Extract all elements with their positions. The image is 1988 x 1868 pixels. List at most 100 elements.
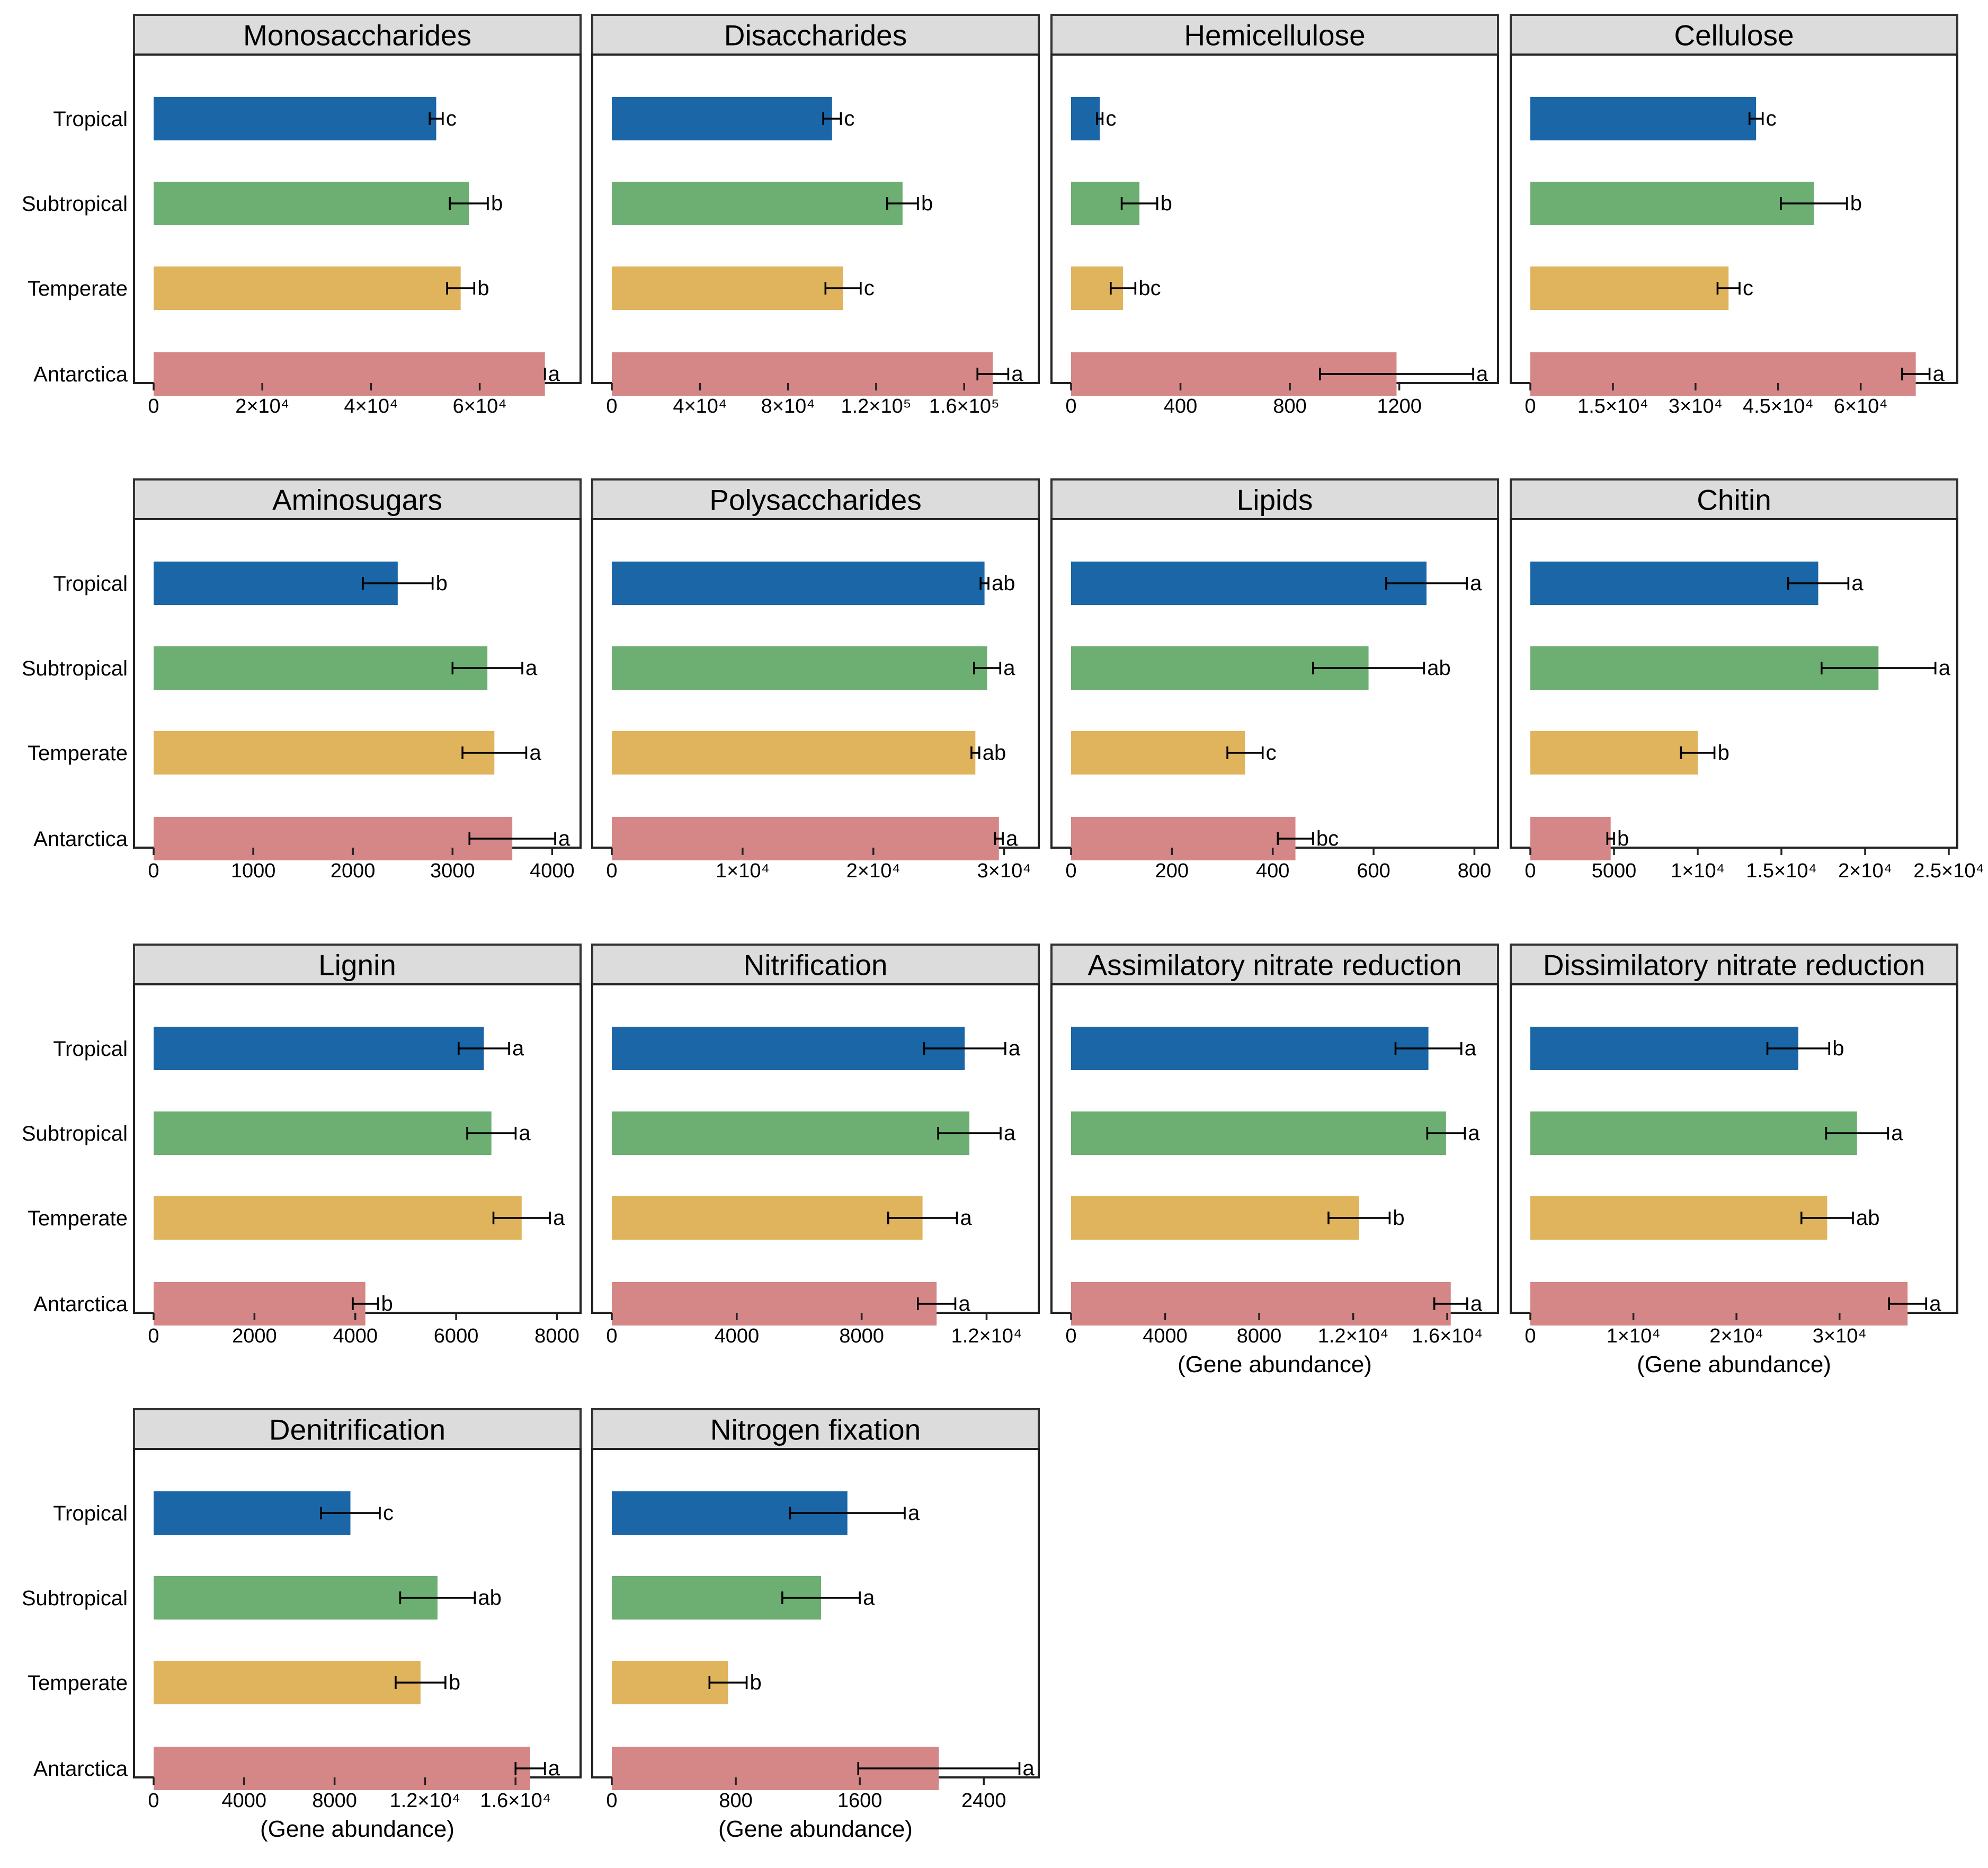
x-tick-label: 4000 [530,860,575,882]
bar-antarctica [1530,1282,1908,1326]
x-tick-label: 1×10⁴ [1607,1325,1661,1347]
bar-antarctica [612,352,993,396]
y-tick-label: Temperate [28,277,128,300]
x-tick-label: 0 [1065,1325,1076,1347]
significance-letter: a [529,741,541,764]
bar-tropical [612,97,832,140]
x-axis-label: (Gene abundance) [1637,1351,1831,1377]
bar-tropical [1530,97,1757,140]
panel-title: Nitrification [743,949,887,982]
x-tick-label: 6×10⁴ [453,395,507,417]
significance-letter: a [548,362,560,386]
significance-letter: a [1470,572,1482,595]
bar-subtropical [1071,1111,1446,1155]
significance-letter: a [1933,362,1945,386]
panel-title: Assimilatory nitrate reduction [1087,949,1461,982]
x-tick-label: 0 [606,1325,617,1347]
bar-antarctica [1071,1282,1451,1326]
bar-tropical [1530,1027,1798,1070]
x-tick-label: 2×10⁴ [1838,860,1892,882]
significance-letter: a [959,1292,971,1315]
significance-letter: b [1617,827,1629,850]
x-tick-label: 3000 [430,860,475,882]
significance-letter: c [864,277,875,300]
y-tick-label: Temperate [28,1207,128,1230]
x-tick-label: 3×10⁴ [977,860,1031,882]
bar-temperate [1530,1196,1827,1240]
bar-tropical [1071,97,1100,140]
x-tick-label: 0 [1065,860,1076,882]
bar-antarctica [612,817,999,860]
significance-letter: b [1718,741,1730,764]
panel-frame [1510,518,1958,849]
x-tick-label: 0 [606,395,617,417]
significance-letter: a [1929,1292,1941,1315]
y-tick-label: Antarctica [33,828,128,851]
x-tick-label: 1.2×10⁵ [841,395,911,417]
y-tick-label: Temperate [28,1671,128,1695]
significance-letter: c [383,1501,394,1525]
significance-letter: b [921,192,933,215]
y-tick-label: Subtropical [22,1587,128,1610]
x-tick-label: 2×10⁴ [846,860,901,882]
x-tick-label: 1.2×10⁴ [951,1325,1022,1347]
significance-letter: c [1266,741,1277,764]
significance-letter: a [558,827,570,850]
bar-tropical [154,97,436,140]
significance-letter: b [1161,192,1172,215]
bar-temperate [154,1661,421,1704]
x-tick-label: 1×10⁴ [716,860,770,882]
x-tick-label: 0 [148,1790,159,1812]
bar-tropical [154,1027,484,1070]
panel-polysaccharides: Polysaccharides ab a ab a 0 1×10⁴ 2×10⁴ 3×10⁴ [591,478,1040,882]
bar-temperate [154,1196,522,1240]
x-tick-label: 1.2×10⁴ [390,1790,461,1812]
x-tick-label: 0 [1525,860,1536,882]
significance-letter: b [381,1292,393,1315]
bar-antarctica [1071,817,1296,860]
y-tick-label: Tropical [53,1502,128,1525]
panel-hemicellulose: Hemicellulose c b bc a 0 400 800 1200 [1050,14,1499,417]
panel-strip [591,1408,1040,1450]
x-tick-label: 400 [1256,860,1289,882]
x-tick-label: 2×10⁴ [235,395,289,417]
panel-strip [1050,14,1499,56]
significance-letter: a [525,656,538,680]
panel-title: Denitrification [269,1413,445,1446]
significance-letter: b [436,572,448,595]
x-tick-label: 4000 [1143,1325,1188,1347]
x-axis-label: (Gene abundance) [260,1816,454,1842]
x-tick-label: 0 [606,1790,617,1812]
panel-strip [1510,14,1958,56]
x-tick-label: 1200 [1377,395,1422,417]
y-tick-label: Tropical [53,572,128,595]
bar-temperate [154,266,461,310]
panel-strip [591,944,1040,985]
panel-aminosugars: Aminosugars b Tropical a Subtropical a Tempera… [22,478,582,882]
significance-letter: ab [1427,656,1451,680]
significance-letter: a [553,1206,565,1230]
significance-letter: a [960,1206,972,1230]
x-tick-label: 1.6×10⁴ [1412,1325,1483,1347]
x-axis-label: (Gene abundance) [1178,1351,1372,1377]
y-tick-label: Antarctica [33,363,128,386]
bar-subtropical [1530,646,1879,690]
significance-letter: a [1470,1292,1483,1315]
x-tick-label: 1×10⁴ [1671,860,1725,882]
x-tick-label: 4×10⁴ [673,395,727,417]
x-tick-label: 2.5×10⁴ [1913,860,1984,882]
y-tick-label: Subtropical [22,1122,128,1145]
x-tick-label: 2400 [961,1790,1006,1812]
x-tick-label: 800 [1273,395,1306,417]
x-tick-label: 1.5×10⁴ [1746,860,1817,882]
significance-letter: a [863,1586,875,1609]
bar-subtropical [612,646,987,690]
bar-temperate [612,731,976,775]
bar-temperate [612,1196,923,1240]
panel-monosaccharides: Monosaccharides c Tropical b Subtropical b Tem… [22,14,582,417]
x-tick-label: 8000 [534,1325,580,1347]
bar-temperate [1530,266,1729,310]
significance-letter: a [1009,1037,1021,1060]
x-tick-label: 6000 [434,1325,479,1347]
panel-strip [133,1408,582,1450]
